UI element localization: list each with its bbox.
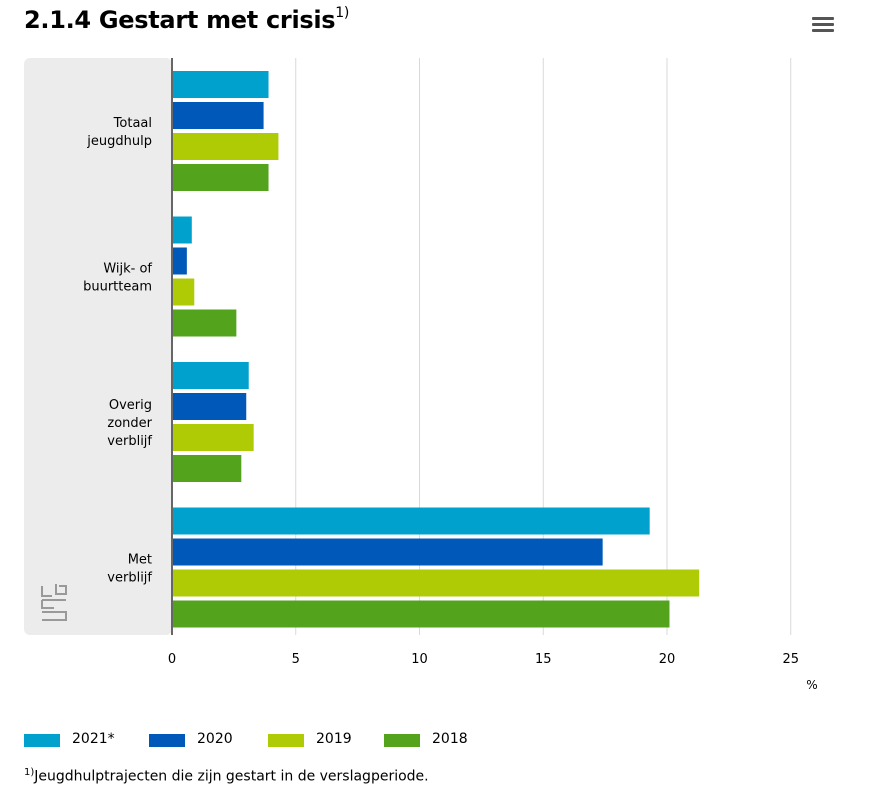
- category-label: Totaal: [113, 116, 152, 131]
- x-tick-label: 10: [411, 652, 428, 667]
- bar: [172, 507, 650, 535]
- category-label: Overig: [109, 398, 152, 413]
- bar: [172, 538, 603, 566]
- footnote-marker: 1): [24, 767, 35, 778]
- legend-swatch: [268, 734, 304, 747]
- legend-swatch: [149, 734, 185, 747]
- footnote-text: Jeugdhulptrajecten die zijn gestart in d…: [34, 768, 429, 785]
- x-axis-unit: %: [806, 678, 817, 692]
- bar: [172, 393, 247, 420]
- bar: [172, 164, 269, 191]
- category-label: verblijf: [107, 434, 152, 449]
- category-label: Met: [128, 553, 152, 568]
- chart-title-footnote-marker: 1): [335, 5, 350, 21]
- category-label: buurtteam: [83, 280, 152, 295]
- category-label: verblijf: [107, 571, 152, 586]
- bar: [172, 600, 670, 628]
- category-label: jeugdhulp: [86, 134, 152, 149]
- legend-label: 2021*: [72, 731, 115, 747]
- legend-swatch: [384, 734, 420, 747]
- bar: [172, 309, 237, 337]
- category-label: zonder: [107, 416, 152, 431]
- bar: [172, 455, 242, 482]
- cbs-logo: [41, 584, 67, 621]
- chart-title: 2.1.4 Gestart met crisis1): [24, 5, 350, 34]
- bar: [172, 424, 254, 451]
- chart-title-text: 2.1.4 Gestart met crisis: [24, 6, 336, 34]
- bar: [172, 71, 269, 98]
- bar: [172, 569, 700, 597]
- legend-swatch: [24, 734, 60, 747]
- x-tick-label: 20: [659, 652, 676, 667]
- bar-chart: Totaal jeugdhulp Wijk- of buurtteam Overig zo…: [24, 58, 818, 692]
- bar: [172, 362, 249, 389]
- bar: [172, 278, 195, 306]
- footnote: 1)Jeugdhulptrajecten die zijn gestart in…: [24, 767, 429, 785]
- x-tick-label: 5: [292, 652, 300, 667]
- category-label-panel: [24, 58, 172, 635]
- legend-label: 2018: [432, 731, 468, 747]
- x-tick-label: 0: [168, 652, 176, 667]
- category-label: Wijk- of: [103, 262, 152, 277]
- bar: [172, 216, 192, 244]
- bar: [172, 247, 187, 275]
- hamburger-menu-icon[interactable]: [810, 14, 836, 36]
- bar: [172, 102, 264, 129]
- x-tick-label: 25: [782, 652, 799, 667]
- x-tick-label: 15: [535, 652, 552, 667]
- bar: [172, 133, 279, 160]
- legend-label: 2020: [197, 731, 233, 747]
- legend-label: 2019: [316, 731, 352, 747]
